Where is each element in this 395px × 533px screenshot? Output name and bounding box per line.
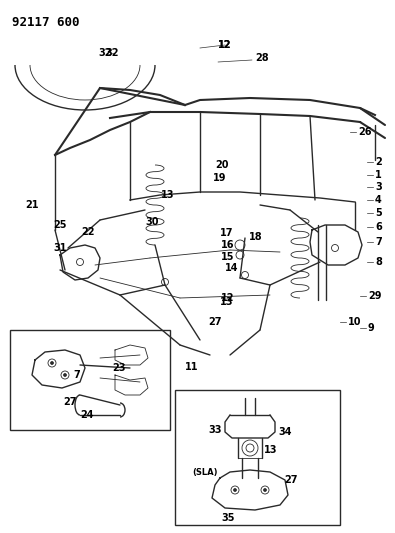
Text: 24: 24: [80, 410, 94, 420]
Text: (SLA): (SLA): [192, 467, 218, 477]
Text: 22: 22: [81, 227, 95, 237]
Text: 25: 25: [53, 220, 67, 230]
Text: 30: 30: [145, 217, 159, 227]
Text: 92117 600: 92117 600: [12, 16, 79, 29]
Text: 7: 7: [375, 237, 382, 247]
Circle shape: [263, 489, 267, 491]
Text: 3: 3: [375, 182, 382, 192]
Text: 19: 19: [213, 173, 227, 183]
Text: 2: 2: [375, 157, 382, 167]
Text: 7: 7: [73, 370, 80, 380]
Circle shape: [51, 361, 53, 365]
Text: 13: 13: [264, 445, 278, 455]
Text: 16: 16: [221, 240, 235, 250]
Text: 26: 26: [358, 127, 372, 137]
Text: 12: 12: [218, 40, 232, 50]
Text: 10: 10: [348, 317, 361, 327]
Text: 18: 18: [249, 232, 263, 242]
Text: 11: 11: [185, 362, 199, 372]
Text: 27: 27: [208, 317, 222, 327]
Text: 34: 34: [278, 427, 292, 437]
Text: 32: 32: [98, 48, 112, 58]
Text: 27: 27: [284, 475, 297, 485]
Text: 5: 5: [375, 208, 382, 218]
Text: 13: 13: [220, 297, 234, 307]
Text: 33: 33: [209, 425, 222, 435]
Text: 13: 13: [161, 190, 175, 200]
Text: 31: 31: [53, 243, 67, 253]
Text: 21: 21: [25, 200, 39, 210]
Text: 15: 15: [221, 252, 235, 262]
Text: 12: 12: [218, 40, 232, 50]
Text: 23: 23: [112, 363, 126, 373]
Text: 29: 29: [368, 291, 382, 301]
Circle shape: [233, 489, 237, 491]
Text: 1: 1: [375, 170, 382, 180]
Bar: [175, 390, 340, 525]
Text: 17: 17: [220, 228, 234, 238]
Text: 20: 20: [215, 160, 229, 170]
Text: 32: 32: [105, 48, 119, 58]
Text: 35: 35: [221, 513, 235, 523]
Text: 12: 12: [221, 293, 235, 303]
Text: 27: 27: [63, 397, 77, 407]
Text: 14: 14: [225, 263, 239, 273]
Text: 4: 4: [375, 195, 382, 205]
Text: 28: 28: [255, 53, 269, 63]
Text: 8: 8: [375, 257, 382, 267]
Text: 9: 9: [368, 323, 375, 333]
Circle shape: [64, 374, 66, 376]
Text: 6: 6: [375, 222, 382, 232]
Bar: [10, 330, 170, 430]
